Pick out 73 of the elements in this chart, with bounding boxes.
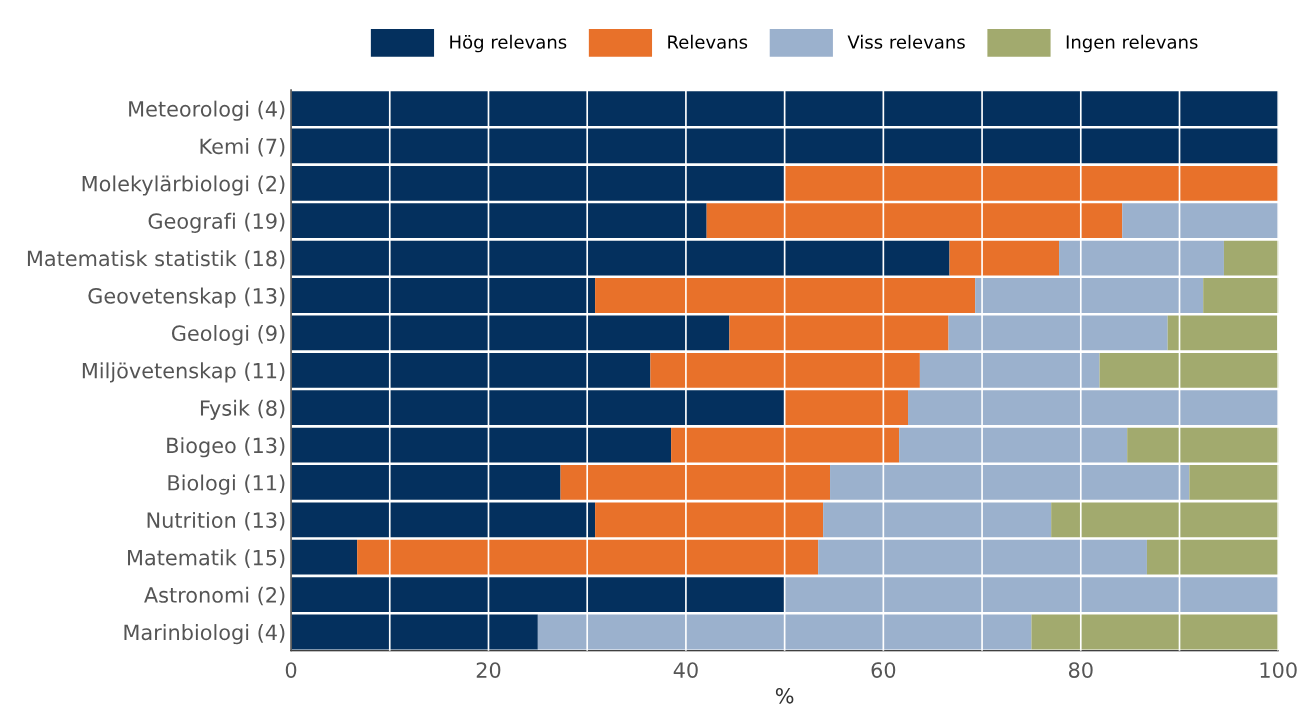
x-axis-title: % — [775, 687, 794, 704]
bar — [560, 465, 831, 500]
bar — [784, 577, 1279, 612]
bar — [818, 539, 1147, 575]
bar — [595, 502, 824, 538]
bar — [291, 128, 1279, 164]
x-tick-label: 80 — [1068, 662, 1093, 678]
bar — [291, 165, 785, 201]
y-tick-label: Meteorologi (4) — [129, 100, 285, 121]
bar — [1189, 465, 1279, 500]
y-tick-label: Miljövetenskap (11) — [82, 362, 285, 383]
bar — [291, 240, 950, 276]
bar — [1051, 502, 1279, 538]
bar — [291, 614, 538, 650]
bar — [784, 390, 909, 426]
bar — [1099, 352, 1279, 388]
y-tick-label: Geovetenskap (13) — [88, 287, 285, 308]
bar — [291, 91, 1279, 126]
legend-label: Hög relevans — [450, 34, 567, 53]
bar — [948, 315, 1168, 351]
bar — [1059, 240, 1224, 276]
bar — [291, 427, 672, 463]
bar — [823, 502, 1052, 538]
bar — [1031, 614, 1279, 650]
bar — [291, 352, 651, 388]
bar — [1223, 240, 1279, 276]
bar — [949, 240, 1060, 276]
bar — [1146, 539, 1279, 575]
bar — [291, 203, 707, 239]
bar — [357, 539, 819, 575]
y-tick-label: Matematisk statistik (18) — [27, 250, 285, 269]
bar — [1203, 278, 1279, 313]
bar — [537, 614, 1032, 650]
bar — [291, 577, 785, 612]
y-tick-label: Biogeo (13) — [167, 437, 285, 458]
bar — [830, 465, 1190, 500]
bar — [291, 502, 596, 538]
legend-label: Ingen relevans — [1066, 34, 1198, 53]
bar — [899, 427, 1128, 463]
bar — [975, 278, 1204, 313]
bar — [706, 203, 1123, 239]
x-tick-label: 0 — [285, 662, 297, 678]
y-tick-label: Kemi (7) — [200, 138, 285, 157]
x-tick-label: 100 — [1260, 662, 1297, 678]
bar — [1127, 427, 1279, 463]
bar — [1122, 203, 1279, 239]
bar — [671, 427, 900, 463]
bar — [291, 539, 358, 575]
y-tick-label: Nutrition (13) — [147, 511, 285, 531]
bar — [650, 352, 920, 388]
y-tick-label: Geologi (9) — [171, 324, 285, 346]
legend-label: Relevans — [668, 34, 748, 49]
bar — [595, 278, 976, 313]
y-tick-label: Geografi (19) — [148, 212, 285, 233]
y-tick-label: Molekylärbiologi (2) — [82, 175, 285, 196]
y-tick-label: Astronomi (2) — [144, 586, 285, 606]
bar — [729, 315, 949, 351]
x-tick-label: 20 — [476, 662, 501, 678]
bar — [919, 352, 1100, 388]
bar — [291, 390, 785, 426]
bar — [291, 278, 596, 313]
x-tick-label: 60 — [871, 662, 896, 678]
bar — [908, 390, 1279, 426]
legend-label: Viss relevans — [847, 34, 965, 49]
bar — [1167, 315, 1278, 351]
y-tick-label: Marinbiologi (4) — [124, 624, 285, 645]
x-tick-label: 40 — [673, 662, 698, 678]
bar — [784, 165, 1279, 201]
bar — [291, 315, 730, 351]
y-tick-label: Biologi (11) — [168, 474, 285, 495]
y-tick-label: Matematik (15) — [128, 549, 285, 568]
bar — [291, 465, 561, 500]
y-tick-label: Fysik (8) — [200, 399, 285, 420]
